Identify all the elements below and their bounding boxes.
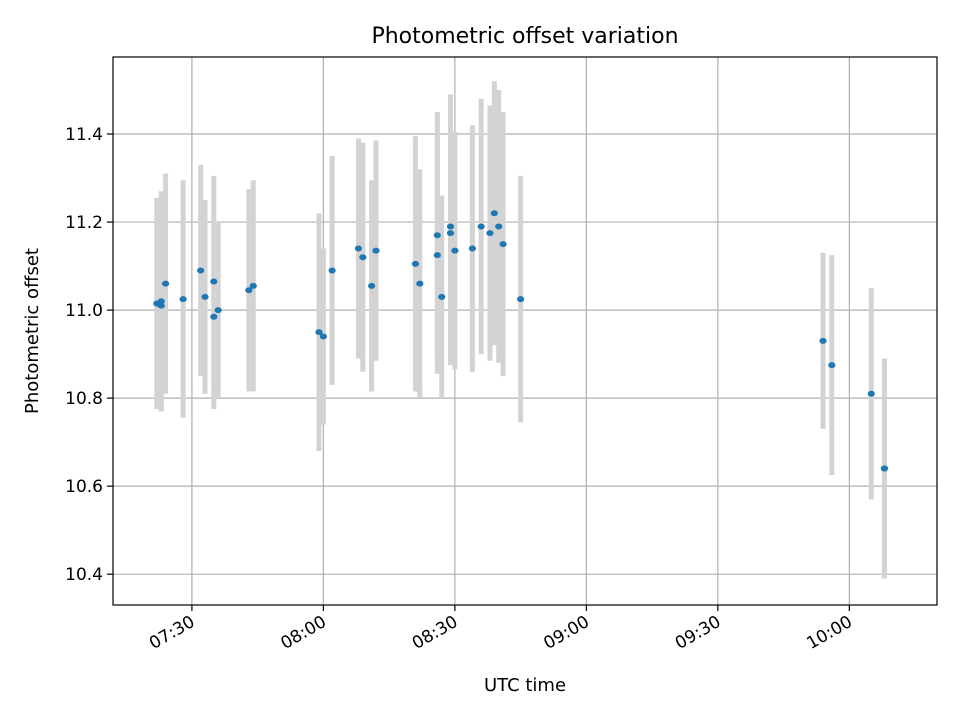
data-point — [468, 245, 477, 252]
data-point — [245, 287, 253, 294]
data-point — [446, 223, 455, 230]
data-point — [367, 282, 376, 289]
data-point — [451, 247, 459, 254]
data-point — [867, 390, 875, 397]
data-point — [315, 329, 323, 336]
data-point — [446, 230, 455, 237]
data-point — [249, 282, 257, 289]
x-axis-label: UTC time — [484, 675, 566, 696]
data-point — [214, 307, 222, 314]
y-axis-label: Photometric offset — [22, 248, 43, 414]
y-tick-label: 11.0 — [65, 301, 103, 321]
data-point — [210, 313, 218, 320]
data-point — [495, 223, 503, 230]
data-point — [819, 337, 827, 344]
data-point — [828, 362, 836, 369]
data-point — [499, 241, 507, 248]
data-point — [880, 465, 889, 472]
x-tick-label: 09:30 — [672, 612, 724, 654]
data-point — [433, 252, 441, 259]
data-point — [411, 260, 420, 267]
data-point — [486, 230, 494, 237]
data-point — [517, 296, 525, 303]
data-point — [161, 280, 170, 287]
x-tick-label: 08:30 — [409, 612, 461, 654]
data-point — [477, 223, 485, 230]
data-point — [438, 293, 446, 300]
data-point — [197, 267, 205, 274]
data-point — [416, 280, 424, 287]
y-tick-label: 11.2 — [65, 213, 103, 233]
grid — [113, 57, 937, 605]
data-point — [157, 302, 165, 309]
data-point — [433, 232, 441, 239]
x-tick-label: 08:00 — [277, 612, 329, 654]
data-point — [210, 278, 218, 285]
data-point — [354, 245, 363, 252]
data-points — [153, 210, 889, 472]
y-tick-label: 10.4 — [65, 565, 103, 585]
axis-ticks: 07:30 08:00 08:30 09:00 09:30 10:00 10.4 10.6 10… — [65, 125, 856, 654]
x-tick-label: 07:30 — [146, 612, 198, 654]
data-point — [359, 254, 367, 261]
plot-frame — [112, 56, 938, 606]
error-bars — [154, 81, 887, 579]
x-tick-label: 09:00 — [540, 612, 592, 654]
chart-title: Photometric offset variation — [371, 24, 678, 49]
data-point — [157, 298, 165, 305]
data-point — [490, 210, 498, 217]
data-point — [201, 293, 209, 300]
y-tick-label: 11.4 — [65, 125, 103, 145]
data-point — [319, 333, 327, 340]
data-point — [179, 296, 187, 303]
x-tick-label: 10:00 — [803, 612, 855, 654]
data-point — [328, 267, 336, 274]
data-point — [372, 247, 380, 254]
y-tick-label: 10.6 — [65, 477, 103, 497]
y-tick-label: 10.8 — [65, 389, 103, 409]
